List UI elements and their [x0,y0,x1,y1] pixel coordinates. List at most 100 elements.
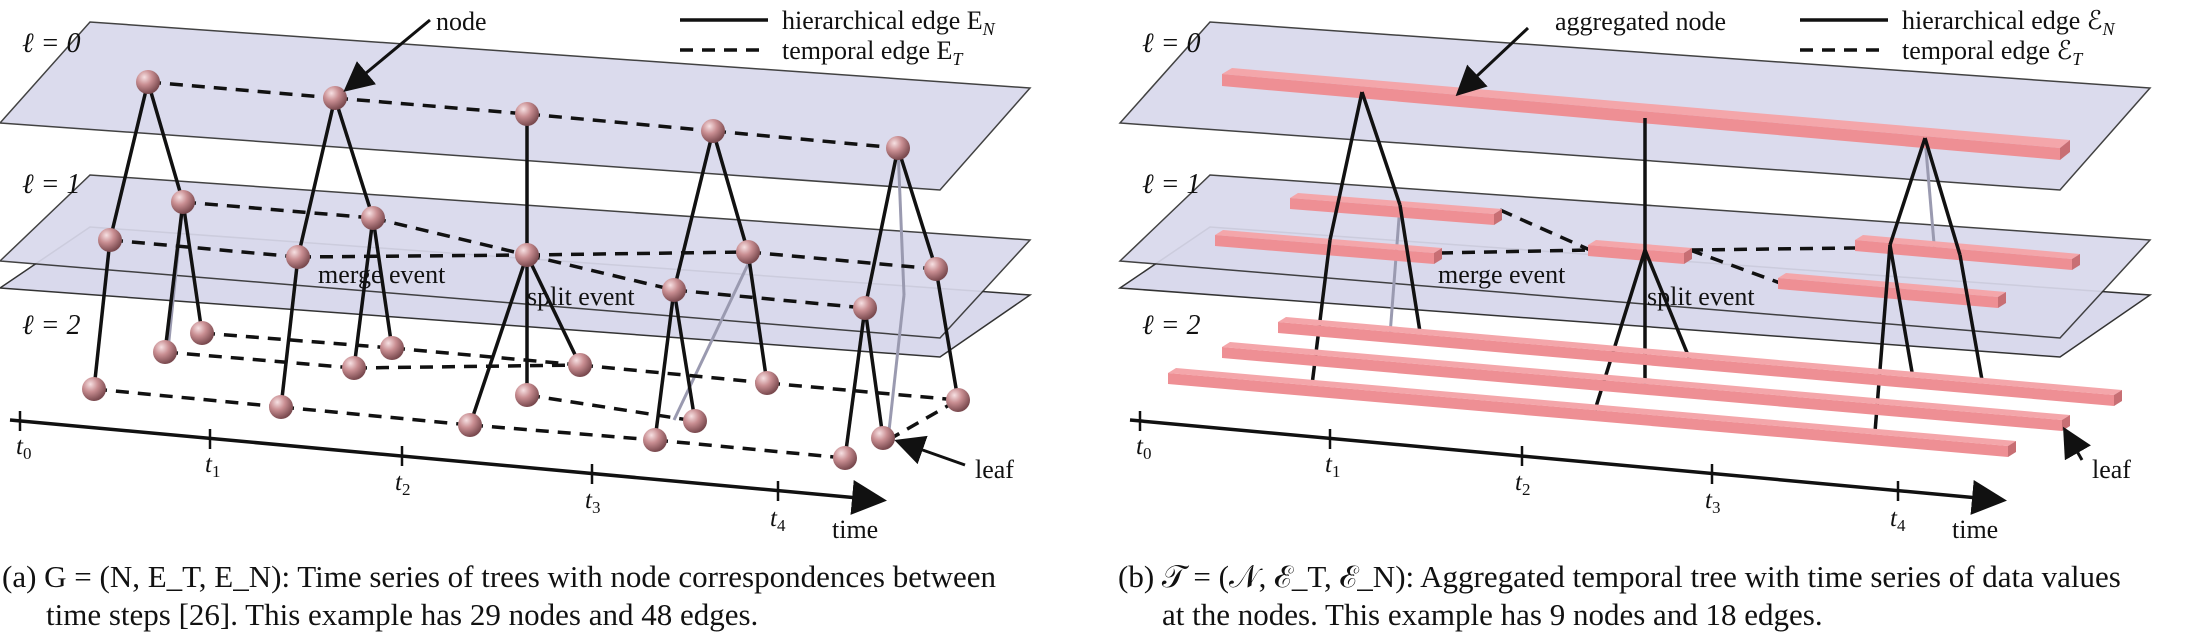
merge-event-label: merge event [1438,260,1566,289]
temporal-edges [93,80,959,460]
aggregated-node-bar [1778,273,2006,308]
node [153,340,177,364]
svg-text:temporal edge ET: temporal edge ET [782,36,964,69]
caption-b-line1: (b) 𝒯 = (𝒩, ℰ_T, ℰ_N): Aggregated tempor… [1118,559,2121,594]
legend-temp-sub: T [952,49,964,69]
temporal-edges [1439,208,1856,285]
node [269,395,293,419]
nodes [82,70,970,470]
aggregated-node-bar [1290,193,1502,225]
legend: hierarchical edge ℰN temporal edge ℰT [1800,6,2116,69]
time-axis: t0 t1 t2 t3 t4 time [9,411,887,544]
split-event-label: split event [1647,282,1755,311]
plane-level-1 [0,174,1032,339]
node [755,371,779,395]
caption-b-line2: at the nodes. This example has 9 nodes a… [1162,597,1823,632]
hierarchical-edges [92,81,960,459]
node [515,243,539,267]
leaf-callout-arrow [894,435,966,467]
node [98,228,122,252]
node [833,446,857,470]
legend-hier-label: hierarchical edge E [782,6,983,35]
legend-temp-label: temporal edge E [782,36,952,65]
aggregated-node-bar [1168,368,2016,457]
svg-text:t1: t1 [205,451,220,481]
svg-text:t3: t3 [1705,487,1720,517]
node [458,413,482,437]
svg-text:t0: t0 [16,433,31,463]
node [515,383,539,407]
svg-text:hierarchical edge ℰN: hierarchical edge ℰN [1902,6,2116,39]
node-callout-label: node [436,7,487,36]
split-event-label: split event [527,282,635,311]
tick-t4: t [1890,505,1898,532]
aggregated-node-bar [1278,317,2122,406]
node [853,296,877,320]
node [871,426,895,450]
leaf-callout-arrow [2063,426,2091,461]
svg-text:temporal edge ℰT: temporal edge ℰT [1902,36,2084,69]
aggregated-node-bar [1222,68,2070,160]
tick-t0: t [16,433,24,460]
svg-text:hierarchical edge EN: hierarchical edge EN [782,6,996,39]
level-label-2: ℓ = 2 [1142,310,1201,341]
node [171,190,195,214]
leaf-callout-label: leaf [2092,455,2131,484]
panel-b: ℓ = 0 ℓ = 1 ℓ = 2 [1117,6,2153,544]
svg-text:t3: t3 [585,487,600,517]
tick-t1: t [205,451,213,478]
svg-text:t2: t2 [395,469,410,499]
svg-text:t2: t2 [1515,469,1530,499]
node [515,102,539,126]
legend: hierarchical edge EN temporal edge ET [680,6,996,69]
tick-t3: t [585,487,593,514]
node [82,377,106,401]
legend-temp-label: temporal edge ℰ [1902,36,2072,65]
node [643,428,667,452]
tick-t1: t [1325,451,1333,478]
node [736,240,760,264]
level-label-1: ℓ = 1 [22,169,81,200]
tick-t3: t [1705,487,1713,514]
svg-text:t4: t4 [1890,505,1906,535]
node [662,278,686,302]
legend-hier-sub: N [2102,19,2116,39]
tick-t2: t [395,469,403,496]
panel-a: ℓ = 0 ℓ = 1 ℓ = 2 [0,6,1033,544]
time-axis: t0 t1 t2 t3 t4 time [1129,411,2007,544]
node [323,86,347,110]
time-axis-label: time [1952,515,1998,544]
node [568,353,592,377]
node [342,356,366,380]
level-label-0: ℓ = 0 [22,28,81,59]
aggregated-node-bar [1588,240,1692,264]
node [136,70,160,94]
legend-temp-sub: T [2072,49,2084,69]
aggregated-node-callout-label: aggregated node [1555,7,1726,36]
caption-a-line2: time steps [26]. This example has 29 nod… [46,597,759,632]
plane-level-0 [0,21,1032,191]
time-axis-label: time [832,515,878,544]
caption-b: (b) 𝒯 = (𝒩, ℰ_T, ℰ_N): Aggregated tempor… [1118,558,2186,634]
merge-event-label: merge event [318,260,446,289]
level-label-2: ℓ = 2 [22,310,81,341]
node [286,245,310,269]
level-label-0: ℓ = 0 [1142,28,1201,59]
node [701,119,725,143]
node [886,136,910,160]
aggregated-node-bar [1855,235,2080,270]
svg-text:t0: t0 [1136,433,1151,463]
tick-t2: t [1515,469,1523,496]
caption-a: (a) G = (N, E_T, E_N): Time series of tr… [2,558,1082,634]
caption-a-line1: (a) G = (N, E_T, E_N): Time series of tr… [2,559,996,594]
leaf-callout-label: leaf [975,455,1014,484]
aggregated-node-callout-arrow [1455,26,1530,97]
node [190,321,214,345]
legend-hier-label: hierarchical edge ℰ [1902,6,2103,35]
svg-text:t4: t4 [770,505,786,535]
node [946,388,970,412]
tick-t0: t [1136,433,1144,460]
tick-t4: t [770,505,778,532]
node [683,409,707,433]
